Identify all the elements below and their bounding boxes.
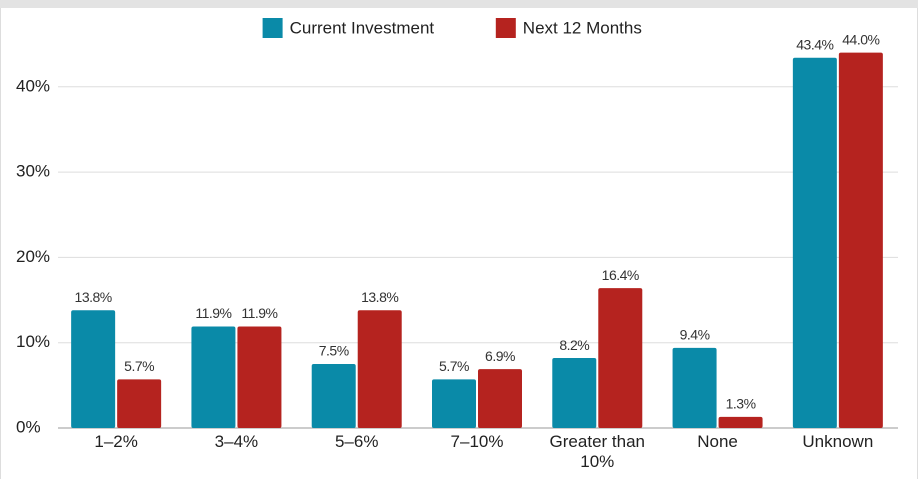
y-tick-label: 40% bbox=[16, 76, 50, 95]
value-label: 43.4% bbox=[796, 37, 833, 53]
x-tick-label: 3–4% bbox=[214, 432, 259, 451]
value-label: 5.7% bbox=[439, 358, 469, 374]
value-label: 8.2% bbox=[559, 337, 589, 353]
x-tick-label: Unknown bbox=[802, 432, 874, 451]
value-label: 9.4% bbox=[680, 327, 710, 343]
bar bbox=[478, 369, 522, 428]
bar bbox=[718, 416, 763, 428]
y-tick-label: 20% bbox=[16, 247, 50, 266]
bar bbox=[672, 347, 717, 428]
y-tick-label: 30% bbox=[16, 162, 50, 181]
value-label: 5.7% bbox=[124, 358, 154, 374]
bar bbox=[357, 310, 402, 428]
value-label: 13.8% bbox=[361, 289, 398, 305]
value-label: 7.5% bbox=[319, 343, 349, 359]
bar bbox=[237, 326, 282, 428]
value-label: 13.8% bbox=[75, 289, 112, 305]
legend-swatch bbox=[262, 18, 283, 38]
bar bbox=[311, 364, 356, 428]
bar bbox=[71, 310, 116, 428]
value-label: 11.9% bbox=[241, 305, 277, 321]
bar bbox=[838, 52, 883, 429]
value-label: 6.9% bbox=[485, 348, 515, 364]
top-bar bbox=[0, 0, 918, 8]
x-tick-label: Greater than 10% bbox=[549, 432, 645, 471]
x-tick-label: 7–10% bbox=[450, 432, 504, 451]
value-label: 11.9% bbox=[195, 305, 231, 321]
value-label: 16.4% bbox=[602, 267, 639, 283]
legend-label: Current Investment bbox=[290, 18, 435, 37]
legend-swatch bbox=[495, 18, 516, 38]
value-label: 44.0% bbox=[842, 31, 879, 47]
x-tick-label: 1–2% bbox=[94, 432, 138, 451]
value-label: 1.3% bbox=[726, 396, 756, 412]
bar bbox=[792, 57, 837, 428]
legend-label: Next 12 Months bbox=[523, 18, 642, 37]
bar bbox=[432, 379, 476, 428]
y-tick-label: 10% bbox=[16, 332, 50, 351]
x-tick-label: 5–6% bbox=[334, 432, 379, 451]
bar bbox=[191, 326, 236, 428]
bar bbox=[552, 358, 597, 428]
bar bbox=[117, 379, 162, 428]
x-tick-label: None bbox=[697, 432, 738, 451]
y-tick-label: 0% bbox=[16, 417, 41, 436]
bar bbox=[598, 288, 643, 428]
